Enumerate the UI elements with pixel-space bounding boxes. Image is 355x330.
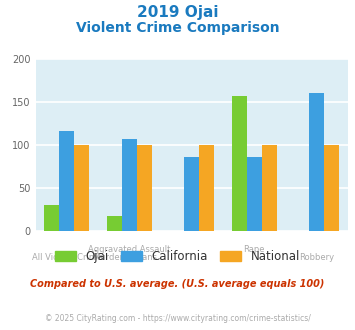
- Text: © 2025 CityRating.com - https://www.cityrating.com/crime-statistics/: © 2025 CityRating.com - https://www.city…: [45, 314, 310, 323]
- Bar: [262, 145, 277, 231]
- Bar: [324, 145, 339, 231]
- Bar: [232, 96, 247, 231]
- Text: All Violent Crime: All Violent Crime: [32, 253, 102, 262]
- Bar: [74, 145, 89, 231]
- Text: Aggravated Assault: Aggravated Assault: [88, 245, 170, 254]
- Bar: [184, 157, 199, 231]
- Bar: [107, 215, 122, 231]
- Text: 2019 Ojai: 2019 Ojai: [137, 5, 218, 20]
- Bar: [247, 157, 262, 231]
- Bar: [309, 93, 324, 231]
- Text: Violent Crime Comparison: Violent Crime Comparison: [76, 21, 279, 35]
- Bar: [199, 145, 214, 231]
- Bar: [122, 139, 137, 231]
- Bar: [44, 205, 59, 231]
- Text: Rape: Rape: [244, 245, 265, 254]
- Text: Robbery: Robbery: [299, 253, 334, 262]
- Bar: [137, 145, 152, 231]
- Text: Murder & Mans...: Murder & Mans...: [93, 253, 165, 262]
- Text: Compared to U.S. average. (U.S. average equals 100): Compared to U.S. average. (U.S. average …: [30, 279, 325, 289]
- Legend: Ojai, California, National: Ojai, California, National: [50, 245, 305, 268]
- Bar: [59, 131, 74, 231]
